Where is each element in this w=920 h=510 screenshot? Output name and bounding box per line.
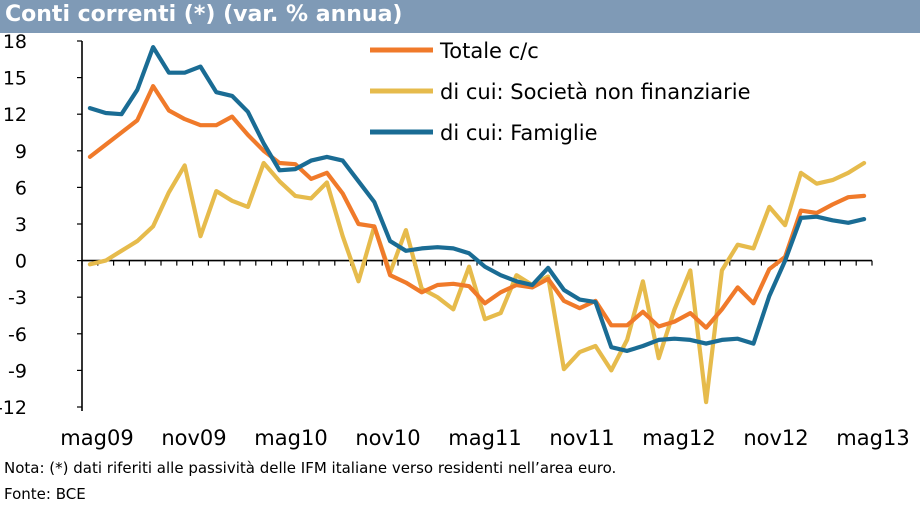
line-chart: 18 15 12 9 6 3 0 -3 -6 -9 -12 mag09 nov09 mag10 nov10… [0, 33, 910, 450]
x-tick-label: mag09 [60, 426, 133, 450]
x-axis: mag09 nov09 mag10 nov10 mag11 nov11 mag12 nov12… [60, 426, 909, 450]
x-tick-label: mag11 [448, 426, 521, 450]
y-tick-label: 6 [15, 177, 27, 199]
legend-label: di cui: Società non finanziarie [440, 80, 751, 104]
chart-source: Fonte: BCE [4, 485, 86, 503]
y-tick-label: 0 [15, 251, 27, 273]
y-tick-label: 3 [15, 214, 27, 236]
x-tick-label: nov12 [743, 426, 808, 450]
x-tick-label: nov09 [161, 426, 226, 450]
x-tick-label: mag13 [836, 426, 909, 450]
y-tick-label: -6 [8, 324, 27, 346]
y-tick-label: 15 [3, 68, 27, 90]
y-tick-label: -12 [0, 397, 27, 419]
legend: Totale c/c di cui: Società non finanziari… [370, 39, 751, 145]
series-line-1 [87, 160, 867, 405]
y-tick-label: -3 [8, 287, 27, 309]
y-tick-label: 9 [15, 141, 27, 163]
y-axis: 18 15 12 9 6 3 0 -3 -6 -9 -12 [0, 33, 27, 419]
series-lines [87, 45, 867, 405]
chart-title-bar: Conti correnti (*) (var. % annua) [0, 0, 920, 33]
series-line-0 [87, 83, 867, 330]
x-tick-label: mag12 [642, 426, 715, 450]
y-tick-label: 18 [3, 33, 27, 53]
y-tick-label: 12 [3, 104, 27, 126]
chart-note: Nota: (*) dati riferiti alle passività d… [4, 459, 617, 477]
legend-label: di cui: Famiglie [440, 121, 598, 145]
x-tick-label: nov11 [549, 426, 614, 450]
legend-label: Totale c/c [439, 39, 539, 63]
axes [77, 40, 873, 411]
chart-title: Conti correnti (*) (var. % annua) [5, 2, 403, 27]
x-tick-label: nov10 [355, 426, 420, 450]
y-tick-label: -9 [8, 360, 27, 382]
x-tick-label: mag10 [254, 426, 327, 450]
series-line-2 [87, 45, 867, 353]
